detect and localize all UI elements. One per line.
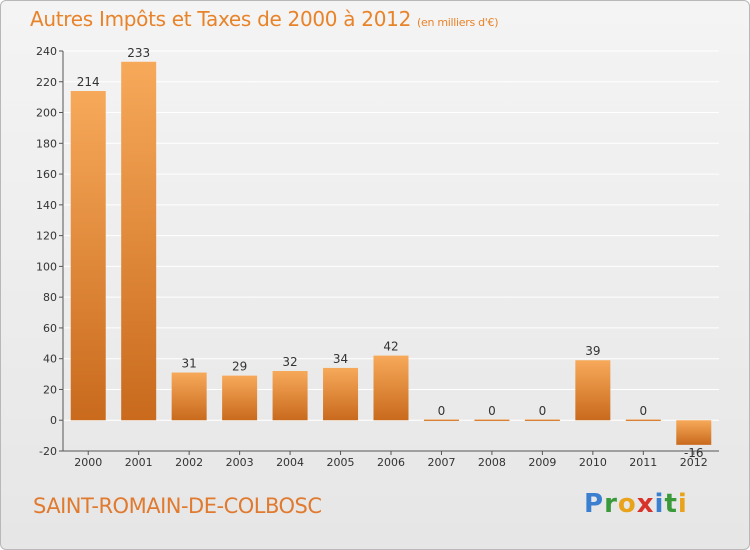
y-tick-label: 60 (43, 322, 57, 335)
x-tick-label: 2001 (125, 456, 153, 469)
y-tick-label: 220 (36, 76, 57, 89)
chart-title-text: Autres Impôts et Taxes de 2000 à 2012 (30, 7, 411, 31)
data-label: 29 (232, 360, 247, 374)
logo-letter: P (584, 489, 605, 519)
bar-2010 (575, 360, 611, 421)
bar-2000 (70, 91, 106, 421)
bar-2009 (524, 419, 560, 421)
data-label: 32 (282, 355, 297, 369)
bar-2006 (373, 355, 409, 421)
chart-unit: (en milliers d'€) (417, 16, 499, 29)
x-tick-label: 2009 (528, 456, 556, 469)
bar-2002 (171, 372, 207, 421)
x-tick-label: 2003 (226, 456, 254, 469)
data-label: 214 (77, 75, 100, 89)
x-tick-label: 2007 (427, 456, 455, 469)
bar-2003 (222, 375, 258, 421)
data-label: 0 (488, 404, 496, 418)
data-label: 31 (182, 357, 197, 371)
data-label: 0 (539, 404, 547, 418)
y-tick-label: 160 (36, 168, 57, 181)
y-tick-label: 20 (43, 383, 57, 396)
y-tick-label: 240 (36, 45, 57, 58)
bar-2004 (272, 371, 308, 421)
x-tick-label: 2006 (377, 456, 405, 469)
chart-title: Autres Impôts et Taxes de 2000 à 2012 (en… (30, 7, 498, 31)
y-tick-label: 0 (50, 414, 57, 427)
x-tick-label: 2010 (579, 456, 607, 469)
bar-2001 (121, 61, 157, 421)
bar-2008 (474, 419, 510, 421)
commune-name: SAINT-ROMAIN-DE-COLBOSC (33, 494, 322, 518)
data-label: 233 (127, 46, 150, 60)
x-tick-label: 2002 (175, 456, 203, 469)
x-tick-label: 2012 (680, 456, 708, 469)
x-tick-label: 2011 (629, 456, 657, 469)
y-tick-label: 40 (43, 353, 57, 366)
data-label: 0 (438, 404, 446, 418)
data-label: -16 (684, 446, 704, 460)
data-label: 0 (639, 404, 647, 418)
y-tick-label: 140 (36, 199, 57, 212)
y-tick-label: 80 (43, 291, 57, 304)
x-tick-label: 2004 (276, 456, 304, 469)
bar-2012 (676, 420, 712, 445)
y-tick-label: -20 (39, 445, 57, 458)
y-tick-label: 100 (36, 260, 57, 273)
x-tick-label: 2005 (327, 456, 355, 469)
logo-letter: i (654, 489, 665, 519)
proxiti-logo: Proxiti (584, 489, 688, 519)
y-tick-label: 120 (36, 230, 57, 243)
bar-2007 (423, 419, 459, 421)
x-tick-label: 2000 (74, 456, 102, 469)
data-label: 39 (585, 344, 600, 358)
data-label: 42 (383, 340, 398, 354)
bar-2011 (625, 419, 661, 421)
logo-letter: t (664, 489, 678, 519)
y-tick-label: 180 (36, 137, 57, 150)
y-tick-label: 200 (36, 107, 57, 120)
x-tick-label: 2008 (478, 456, 506, 469)
logo-letter: o (617, 489, 637, 519)
logo-letter: i (677, 489, 688, 519)
data-label: 34 (333, 352, 348, 366)
logo-letter: x (636, 489, 655, 519)
logo-letter: r (604, 489, 618, 519)
bar-2005 (323, 367, 359, 421)
